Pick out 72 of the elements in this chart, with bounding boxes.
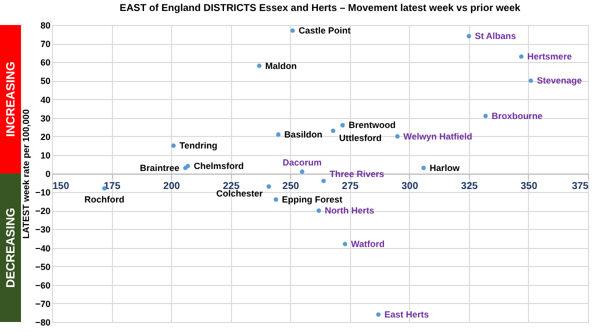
point bbox=[316, 208, 322, 213]
y-tick-label: 50 bbox=[40, 76, 50, 86]
y-tick-label: −20 bbox=[35, 206, 50, 216]
point bbox=[340, 123, 345, 128]
point bbox=[276, 132, 281, 137]
y-axis-title: LATEST week rate per 100,000 bbox=[21, 109, 32, 239]
point bbox=[330, 128, 336, 134]
data-label: North Herts bbox=[324, 206, 374, 216]
data-label: Braintree bbox=[140, 162, 180, 173]
x-tick-label: 250 bbox=[282, 181, 300, 192]
x-tick-label: 150 bbox=[52, 181, 70, 192]
point bbox=[342, 242, 348, 246]
x-tick-label: 175 bbox=[104, 181, 121, 192]
point bbox=[257, 64, 262, 68]
data-label: Chelmsford bbox=[194, 161, 244, 172]
y-tick-label: −30 bbox=[35, 224, 50, 235]
y-tick-label: −10 bbox=[35, 188, 50, 198]
point bbox=[171, 143, 176, 148]
x-tick-label: 300 bbox=[401, 181, 419, 192]
y-tick-label: −60 bbox=[35, 280, 50, 290]
y-tick-label: 70 bbox=[40, 39, 50, 50]
y-tick-label: −40 bbox=[35, 243, 50, 254]
point bbox=[300, 169, 304, 174]
y-tick-label: 20 bbox=[40, 132, 50, 142]
data-label: Welwyn Hatfield bbox=[403, 131, 472, 142]
y-tick-label: 60 bbox=[40, 58, 50, 68]
y-tick-label: 0 bbox=[45, 169, 50, 179]
data-label: Harlow bbox=[430, 162, 461, 173]
point bbox=[376, 312, 381, 317]
data-label: Stevenage bbox=[536, 76, 582, 86]
text: DECREASING bbox=[4, 208, 18, 288]
y-tick-label: 40 bbox=[40, 94, 50, 105]
data-label: Three Rivers bbox=[330, 168, 384, 179]
data-label: Epping Forest bbox=[282, 194, 342, 204]
point bbox=[519, 54, 524, 59]
x-tick-label: 325 bbox=[461, 181, 478, 192]
data-label: Castle Point bbox=[298, 26, 351, 36]
data-label: Broxbourne bbox=[492, 110, 543, 121]
data-label: St Albans bbox=[474, 31, 516, 42]
data-label: Hertsmere bbox=[527, 52, 572, 62]
data-label: Rochford bbox=[84, 194, 124, 204]
x-tick-label: 275 bbox=[342, 181, 360, 192]
point bbox=[274, 197, 278, 202]
data-label: Colchester bbox=[216, 188, 264, 198]
x-tick-label: 350 bbox=[520, 181, 538, 192]
y-tick-label: −80 bbox=[35, 318, 50, 328]
point bbox=[528, 78, 534, 83]
data-label: Basildon bbox=[284, 130, 322, 140]
data-label: Watford bbox=[351, 239, 385, 250]
data-label: Tendring bbox=[179, 140, 218, 151]
x-tick-label: 200 bbox=[163, 181, 180, 192]
point bbox=[421, 166, 426, 170]
chart-title: EAST of England DISTRICTS Essex and Herts – Movement latest week vs prior week bbox=[120, 3, 521, 14]
y-tick-label: −50 bbox=[35, 262, 50, 272]
point bbox=[483, 114, 488, 118]
point bbox=[290, 28, 295, 33]
point bbox=[321, 178, 326, 184]
data-label: Uttlesford bbox=[339, 132, 382, 143]
data-label: Maldon bbox=[265, 60, 297, 71]
y-tick-label: 30 bbox=[40, 113, 50, 124]
data-label: Brentwood bbox=[348, 120, 396, 130]
point bbox=[183, 166, 188, 170]
y-tick-label: −70 bbox=[35, 298, 50, 309]
point bbox=[395, 134, 400, 139]
point bbox=[466, 34, 472, 38]
data-label: East Herts bbox=[384, 310, 429, 320]
y-tick-label: 80 bbox=[40, 20, 50, 30]
text: INCREASING bbox=[4, 62, 18, 137]
y-tick-label: 10 bbox=[40, 150, 50, 160]
x-tick-label: 375 bbox=[572, 181, 589, 192]
point bbox=[266, 184, 272, 189]
data-label: Dacorum bbox=[282, 158, 322, 168]
